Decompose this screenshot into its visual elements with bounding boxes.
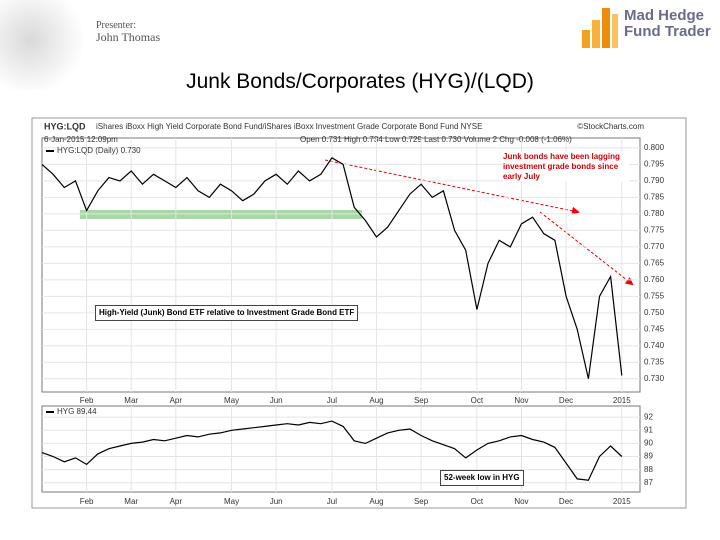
x-tick-label: Mar (124, 497, 138, 506)
legend-label: HYG 89.44 (57, 407, 97, 416)
x-tick-label: Aug (369, 396, 383, 405)
logo-line: Fund Trader (624, 23, 711, 40)
x-tick-label: Jun (270, 396, 283, 405)
legend-label: HYG:LQD (Daily) 0.730 (57, 146, 141, 155)
date: 6-Jan-2015 12:09pm (44, 135, 118, 144)
symbol: HYG:LQD (44, 121, 86, 131)
y-tick-label: 90 (644, 439, 653, 448)
y-tick-label: 0.740 (644, 341, 665, 350)
y-tick-label: 0.735 (644, 357, 665, 366)
y-tick-label: 0.790 (644, 176, 665, 185)
plot-area (41, 405, 641, 493)
x-tick-label: Apr (170, 396, 183, 405)
x-tick-label: Aug (369, 497, 383, 506)
presenter-name: John Thomas (96, 30, 161, 44)
y-tick-label: 0.745 (644, 324, 665, 333)
x-tick-label: Oct (471, 497, 484, 506)
x-tick-label: Feb (80, 396, 94, 405)
y-tick-label: 0.755 (644, 291, 665, 300)
x-tick-label: Dec (559, 497, 573, 506)
x-tick-label: Sep (414, 497, 429, 506)
y-tick-label: 87 (644, 478, 653, 487)
x-tick-label: Feb (80, 497, 94, 506)
x-tick-label: 2015 (613, 396, 631, 405)
x-tick-label: May (224, 396, 239, 405)
y-tick-label: 91 (644, 425, 653, 434)
presenter-photo (0, 0, 90, 90)
y-tick-label: 0.780 (644, 209, 665, 218)
y-tick-label: 0.730 (644, 374, 665, 383)
description: iShares iBoxx High Yield Corporate Bond … (96, 122, 482, 131)
support-band (80, 210, 362, 219)
presenter-label: Presenter: (96, 20, 136, 31)
quote: Open 0.731 High 0.734 Low 0.729 Last 0.7… (300, 135, 572, 144)
x-tick-label: Jun (270, 497, 283, 506)
x-tick-label: Apr (170, 497, 183, 506)
y-tick-label: 0.765 (644, 258, 665, 267)
y-tick-label: 0.760 (644, 275, 665, 284)
y-tick-label: 0.775 (644, 225, 665, 234)
logo-line: Mad Hedge (624, 7, 705, 24)
y-tick-label: 92 (644, 412, 653, 421)
trend-arrow (324, 159, 580, 215)
series-line (41, 420, 623, 481)
annotation: Junk bonds have been lagging investment … (503, 152, 629, 182)
x-tick-label: Mar (124, 396, 138, 405)
x-tick-label: Sep (414, 396, 429, 405)
y-tick-label: 88 (644, 465, 653, 474)
y-tick-label: 0.795 (644, 159, 665, 168)
y-tick-label: 0.770 (644, 242, 665, 251)
slide-title: Junk Bonds/Corporates (HYG)/(LQD) (186, 70, 534, 93)
annotation: High-Yield (Junk) Bond ETF relative to I… (95, 305, 359, 321)
y-tick-label: 0.785 (644, 192, 665, 201)
annotation: 52-week low in HYG (440, 470, 524, 486)
x-tick-label: Nov (514, 497, 528, 506)
x-tick-label: Jul (327, 396, 337, 405)
trend-arrow (539, 211, 634, 286)
x-tick-label: 2015 (613, 497, 631, 506)
logo-text: Mad Hedge Fund Trader (624, 8, 711, 40)
y-tick-label: 89 (644, 452, 653, 461)
x-tick-label: Oct (471, 396, 484, 405)
logo-icon (582, 8, 618, 48)
y-tick-label: 0.750 (644, 308, 665, 317)
x-tick-label: Dec (559, 396, 573, 405)
x-tick-label: Nov (514, 396, 528, 405)
x-tick-label: May (224, 497, 239, 506)
source: ©StockCharts.com (577, 122, 644, 131)
y-tick-label: 0.800 (644, 143, 665, 152)
series-line (41, 156, 623, 379)
x-tick-label: Jul (327, 497, 337, 506)
